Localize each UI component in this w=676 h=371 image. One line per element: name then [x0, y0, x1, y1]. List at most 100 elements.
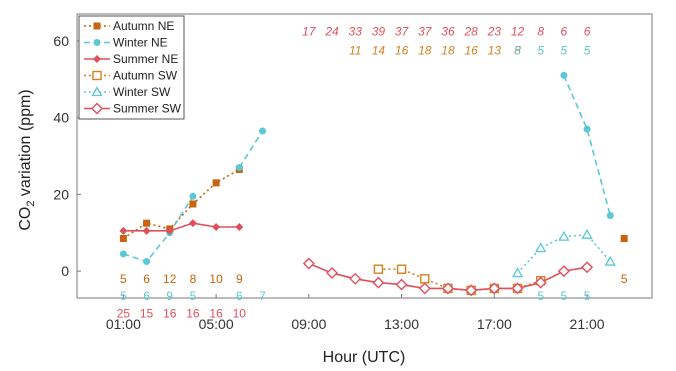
series-lines: [122, 75, 612, 292]
count-label-winter-sw: 5: [537, 43, 544, 57]
count-label-summer-ne: 10: [233, 306, 247, 320]
point-winter-ne: [119, 250, 127, 258]
x-axis-ticks: 01:00 05:00 09:00 13:00 17:00 21:00: [106, 294, 605, 332]
point-summer-ne: [119, 226, 128, 235]
count-label-autumn-sw: 18: [418, 43, 432, 57]
point-summer-ne: [235, 223, 244, 231]
point-winter-sw: [511, 267, 524, 278]
point-winter-sw: [581, 228, 593, 239]
y-tick-label: 60: [53, 33, 69, 49]
x-axis-label: Hour (UTC): [323, 349, 406, 366]
count-label-autumn-sw: 18: [441, 43, 455, 57]
count-label-autumn-ne: 5: [621, 272, 628, 286]
count-label-summer-sw: 24: [324, 24, 339, 38]
count-label-autumn-sw: 16: [464, 43, 478, 57]
point-summer-sw: [302, 257, 315, 270]
x-tick-label: 05:00: [199, 316, 234, 332]
point-winter-ne: [235, 164, 243, 172]
y-axis-label: CO2 variation (ppm): [17, 89, 37, 230]
line-winter-sw: [516, 233, 611, 274]
point-winter-sw: [604, 255, 616, 266]
count-label-summer-sw: 39: [372, 24, 386, 38]
count-label-summer-sw: 6: [561, 24, 568, 38]
point-summer-sw: [326, 267, 339, 280]
point-winter-ne: [606, 211, 614, 219]
count-label-summer-sw: 36: [441, 24, 455, 38]
count-label-winter-ne: 5: [190, 289, 197, 303]
count-label-summer-sw: 33: [349, 24, 363, 38]
point-winter-ne: [560, 71, 568, 79]
point-autumn-ne: [620, 235, 628, 243]
count-label-winter-ne: 6: [143, 289, 150, 303]
point-summer-sw: [465, 284, 478, 297]
count-label-winter-sw: 5: [561, 43, 568, 57]
count-label-summer-sw: 28: [463, 24, 478, 38]
point-summer-sw: [511, 282, 524, 295]
point-winter-sw: [535, 242, 547, 253]
count-label-autumn-ne: 5: [120, 272, 127, 286]
point-summer-sw: [395, 278, 408, 291]
y-axis-ticks: 0 20 40 60: [53, 33, 81, 279]
point-autumn-ne: [119, 235, 127, 243]
count-label-winter-ne: 5: [537, 289, 544, 303]
legend-label-winter-ne: Winter NE: [113, 36, 168, 50]
count-label-summer-sw: 12: [511, 24, 525, 38]
y-axis-label-rest: variation (ppm): [17, 89, 34, 200]
point-summer-sw: [488, 282, 501, 295]
count-label-winter-sw: 5: [514, 43, 521, 57]
point-summer-ne: [165, 226, 174, 235]
count-label-winter-ne: 9: [166, 289, 173, 303]
legend-label-summer-sw: Summer SW: [113, 102, 182, 116]
point-summer-sw: [534, 276, 547, 289]
y-axis-label-co: CO: [17, 207, 34, 231]
count-label-summer-ne: 25: [117, 306, 131, 320]
count-label-autumn-sw: 8: [514, 43, 521, 57]
point-autumn-sw: [373, 264, 384, 274]
point-summer-sw: [557, 265, 570, 278]
count-label-winter-sw: 5: [584, 43, 591, 57]
legend-box: [78, 15, 185, 120]
y-axis-label-subscript: 2: [25, 201, 37, 207]
count-label-summer-sw: 6: [584, 24, 591, 38]
count-label-winter-ne: 7: [259, 289, 266, 303]
count-label-autumn-ne: 9: [236, 272, 243, 286]
plot-frame: [76, 13, 653, 299]
count-label-summer-ne: 16: [163, 306, 177, 320]
point-summer-ne: [142, 226, 151, 235]
count-label-autumn-ne: 6: [143, 272, 150, 286]
count-label-summer-sw: 17: [302, 24, 317, 38]
count-label-summer-sw: 37: [395, 24, 410, 38]
legend-marker-winter-ne: [93, 39, 101, 46]
count-label-summer-sw: 8: [537, 24, 544, 38]
point-autumn-sw: [396, 264, 407, 274]
count-label-summer-ne: 16: [186, 306, 200, 320]
line-autumn-ne: [122, 168, 240, 240]
point-autumn-sw: [420, 274, 430, 284]
point-summer-ne: [212, 223, 221, 231]
point-winter-sw: [558, 230, 570, 241]
x-tick-label: 01:00: [106, 316, 141, 332]
legend-label-autumn-ne: Autumn NE: [113, 19, 174, 33]
x-tick-label: 13:00: [384, 316, 419, 332]
count-label-winter-ne: 5: [584, 289, 591, 303]
point-summer-sw: [372, 276, 385, 289]
count-label-winter-ne: 6: [236, 289, 243, 303]
count-label-summer-sw: 23: [487, 24, 502, 38]
point-winter-ne: [583, 125, 591, 133]
legend-marker-autumn-sw: [92, 70, 102, 81]
count-label-autumn-ne: 8: [190, 272, 197, 286]
legend-marker-summer-sw: [91, 102, 103, 115]
point-summer-sw: [418, 282, 431, 295]
x-tick-label: 17:00: [477, 316, 512, 332]
count-label-winter-ne: 5: [561, 289, 568, 303]
point-winter-ne: [258, 127, 266, 135]
legend-marker-winter-sw: [91, 86, 103, 97]
count-label-summer-ne: 16: [209, 306, 223, 320]
line-winter-ne: [238, 130, 264, 168]
line-winter-ne: [563, 75, 612, 216]
count-label-autumn-sw: 13: [488, 43, 502, 57]
legend-label-autumn-sw: Autumn SW: [113, 69, 178, 83]
count-label-summer-ne: 15: [140, 306, 154, 320]
count-label-summer-sw: 37: [418, 24, 433, 38]
